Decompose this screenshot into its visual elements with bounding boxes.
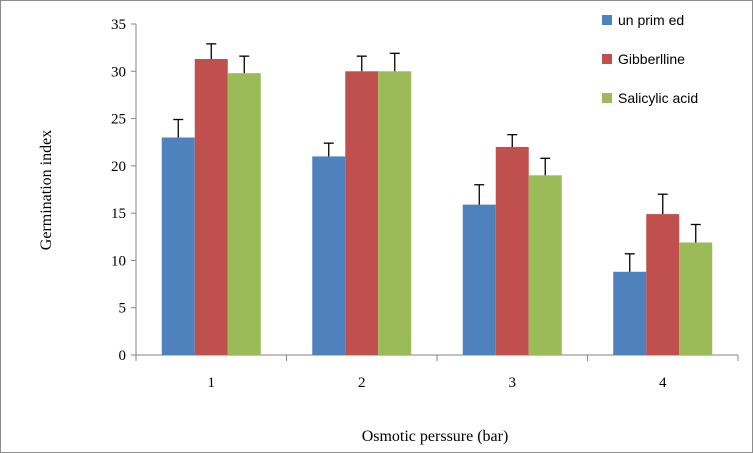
y-tick-label: 5 [119,301,127,317]
bar-2-3 [495,146,529,355]
bar-2-2 [345,71,379,356]
bar-1-4 [613,271,647,355]
bar-3-2 [378,71,412,356]
y-tick-label: 30 [111,64,126,80]
bars-layer [161,58,713,356]
y-axis-title: Germination index [38,130,55,250]
legend-label: un prim ed [618,12,684,28]
y-tick-label: 25 [111,112,126,128]
bar-1-2 [312,156,346,355]
x-tick-label: 2 [358,375,366,391]
y-tick-label: 15 [111,206,126,222]
x-axis-title: Osmotic perssure (bar) [362,428,509,445]
bar-2-1 [194,58,228,356]
bar-3-1 [227,73,261,356]
y-tick-label: 10 [111,253,126,269]
legend-swatch [602,93,612,103]
legend-swatch [602,54,612,64]
bar-3-4 [679,242,713,355]
error-bars-layer [173,43,701,272]
legend-label: Gibberlline [618,51,685,67]
y-tick-label: 0 [119,348,127,364]
x-tick-label: 3 [509,375,517,391]
x-tick-label: 4 [659,375,667,391]
y-tick-label: 20 [111,159,126,175]
bar-2-4 [646,214,680,355]
bar-1-1 [161,137,195,355]
x-tick-label: 1 [208,375,216,391]
y-tick-label: 35 [111,17,126,33]
legend: un prim ed Gibberlline Salicylic acid [602,12,698,106]
legend-label: Salicylic acid [618,90,698,106]
bar-1-3 [462,204,496,355]
bar-3-3 [528,175,562,355]
legend-swatch [602,15,612,25]
